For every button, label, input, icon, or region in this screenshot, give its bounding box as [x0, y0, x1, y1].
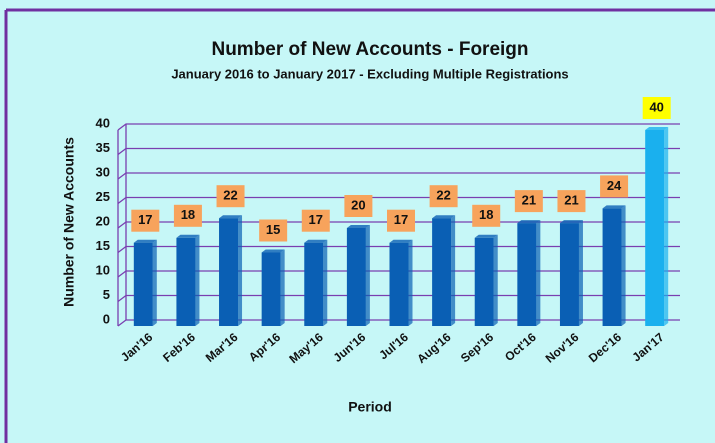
bar-top: [432, 215, 456, 219]
bar-side: [280, 249, 285, 326]
x-axis-label: Period: [348, 399, 392, 415]
bar-top: [474, 234, 498, 238]
data-label-box: [301, 209, 330, 232]
data-label: 17: [394, 212, 408, 227]
bar-side: [578, 220, 583, 326]
bar-side: [621, 205, 626, 326]
y-tick-label: 15: [96, 238, 110, 253]
data-label-box: [472, 204, 501, 227]
data-label: 20: [351, 197, 365, 212]
bar-top: [304, 239, 328, 243]
y-axis-label: Number of New Accounts: [61, 137, 77, 307]
bar: [261, 252, 281, 326]
chart-subtitle: January 2016 to January 2017 - Excluding…: [171, 66, 568, 81]
bar: [432, 218, 452, 326]
data-label: 22: [223, 188, 237, 203]
bar-side: [365, 225, 370, 326]
bar-top: [602, 205, 626, 209]
y-tick-label: 25: [96, 189, 110, 204]
y-tick-label: 5: [103, 287, 110, 302]
bar-top: [261, 249, 285, 253]
bar-top: [133, 239, 157, 243]
data-label: 17: [138, 212, 152, 227]
data-label: 15: [266, 222, 280, 237]
bar-side: [408, 239, 413, 326]
bar-side: [493, 234, 498, 326]
data-label-box: [642, 97, 671, 119]
bar-side: [238, 215, 243, 326]
data-label: 18: [479, 207, 493, 222]
bar: [474, 237, 494, 326]
y-tick-label: 40: [96, 115, 110, 130]
bar-top: [559, 220, 583, 224]
bar-top: [176, 234, 200, 238]
data-label-box: [259, 219, 288, 242]
y-tick-label: 10: [96, 262, 110, 277]
data-label-box: [387, 209, 415, 232]
data-label: 40: [649, 99, 663, 114]
bar-top: [517, 220, 541, 224]
bar-side: [195, 234, 200, 326]
y-tick-label: 0: [103, 311, 110, 326]
bar-top: [219, 215, 243, 219]
y-tick-label: 35: [96, 140, 110, 155]
bar-side: [451, 215, 456, 326]
bar: [602, 208, 622, 326]
data-label: 17: [309, 212, 323, 227]
data-label: 21: [564, 193, 578, 208]
bar: [559, 223, 579, 326]
bar: [133, 242, 153, 326]
data-label-box: [557, 190, 586, 213]
bar-side: [152, 239, 157, 326]
bar: [346, 228, 366, 326]
bar: [304, 242, 324, 326]
data-label-box: [344, 195, 373, 217]
data-label-box: [514, 190, 543, 213]
data-label-box: [600, 175, 629, 198]
bar-side: [536, 220, 541, 326]
bar-side: [664, 127, 669, 326]
y-tick-label: 20: [96, 213, 110, 228]
bar: [219, 218, 239, 326]
data-label: 22: [436, 188, 450, 203]
data-label-box: [173, 204, 202, 227]
y-tick-label: 30: [96, 164, 110, 179]
bar: [389, 242, 409, 326]
data-label: 18: [181, 207, 195, 222]
data-label: 24: [607, 178, 622, 193]
data-label-box: [429, 185, 458, 208]
data-label: 21: [522, 193, 536, 208]
bar-top: [645, 127, 669, 130]
bar: [517, 223, 537, 326]
bar-top: [389, 239, 413, 243]
chart-title: Number of New Accounts - Foreign: [211, 39, 528, 60]
bar-side: [323, 239, 328, 326]
bar: [176, 237, 196, 326]
bar: [645, 130, 665, 326]
data-label-box: [131, 209, 160, 232]
bar-top: [346, 225, 370, 228]
data-label-box: [216, 185, 245, 208]
